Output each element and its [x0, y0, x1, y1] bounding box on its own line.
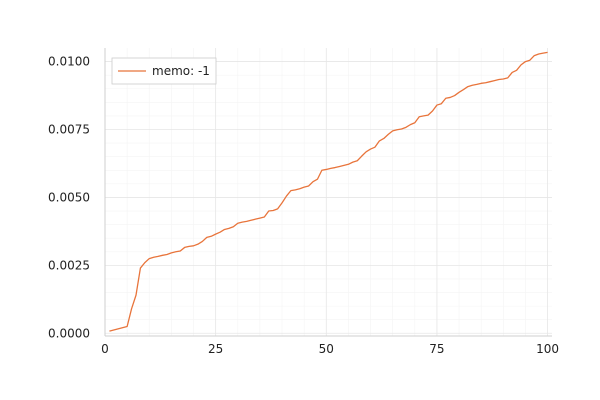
axes	[104, 48, 552, 337]
x-tick-label: 50	[319, 342, 334, 356]
legend: memo: -1	[111, 57, 217, 85]
x-tick-label: 0	[101, 342, 109, 356]
series-line-0	[109, 51, 548, 332]
x-tick-label: 25	[208, 342, 223, 356]
y-tick-label: 0.0100	[48, 55, 90, 69]
minor-grid	[105, 48, 552, 336]
series-layer	[109, 51, 548, 332]
tick-labels: 0 25 50 75 100 0.0000 0.0025 0.0050 0.0075 0.0100	[48, 55, 559, 356]
y-tick-label: 0.0075	[48, 123, 90, 137]
x-tick-label: 100	[536, 342, 559, 356]
legend-label: memo: -1	[152, 64, 210, 78]
y-tick-label: 0.0050	[48, 190, 90, 204]
x-tick-label: 75	[429, 342, 444, 356]
y-tick-label: 0.0000	[48, 326, 90, 340]
y-tick-label: 0.0025	[48, 258, 90, 272]
